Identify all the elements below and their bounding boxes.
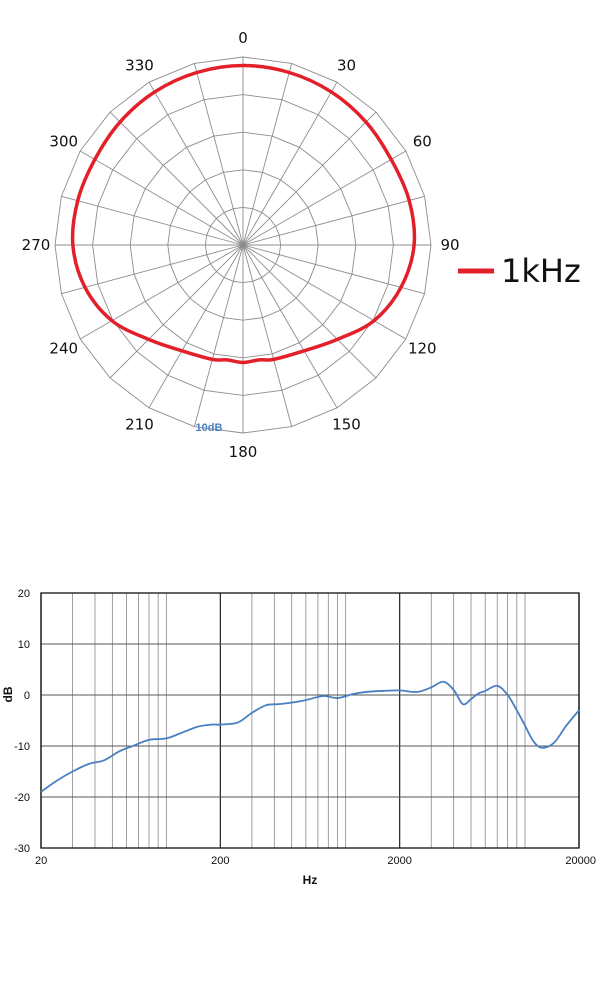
legend-label-1khz: 1kHz [501, 252, 581, 290]
polar-angle-label: 270 [22, 236, 51, 254]
polar-series-line-1khz [70, 63, 417, 365]
polar-angle-label: 30 [337, 57, 356, 75]
polar-angle-label: 180 [229, 443, 258, 461]
polar-angle-label: 90 [440, 236, 459, 254]
polar-spoke [242, 150, 407, 246]
polar-spoke [79, 244, 244, 340]
polar-angle-label: 330 [125, 57, 154, 75]
polar-series [70, 63, 417, 365]
polar-angle-label: 240 [49, 340, 78, 358]
polar-spoke [148, 244, 244, 409]
x-axis-title: Hz [303, 873, 318, 887]
polar-pattern-chart: 0 30 60 90 120 150 180 210 240 270 300 330 10dB 1kH… [22, 29, 581, 461]
polar-angle-label: 300 [49, 133, 78, 151]
x-tick-label: 2000 [387, 855, 411, 867]
y-tick-label: 0 [24, 690, 30, 702]
y-tick-label: 20 [18, 588, 30, 600]
polar-spoke [242, 244, 407, 340]
polar-scale-label: 10dB [196, 422, 223, 434]
polar-angle-label: 210 [125, 415, 154, 433]
polar-angle-label: 0 [238, 29, 248, 47]
polar-spoke [242, 244, 293, 427]
polar-spoke [109, 111, 244, 246]
polar-legend: 1kHz [458, 252, 581, 290]
polar-spoke [242, 111, 377, 246]
polar-angle-label: 120 [408, 340, 437, 358]
polar-spoke [148, 81, 244, 246]
y-tick-label: -30 [14, 843, 30, 855]
y-tick-label: -10 [14, 741, 30, 753]
x-tick-label: 20 [35, 855, 47, 867]
x-tick-label: 200 [211, 855, 229, 867]
polar-spoke [242, 63, 293, 246]
polar-spoke [242, 244, 338, 409]
polar-spoke [193, 244, 244, 427]
polar-angle-labels: 0 30 60 90 120 150 180 210 240 270 300 330 [22, 29, 460, 461]
polar-grid [54, 56, 432, 434]
frequency-series [40, 680, 580, 793]
polar-spoke [61, 195, 244, 246]
x-tick-label: 20000 [565, 855, 596, 867]
x-tick-labels: 20 200 2000 20000 [35, 855, 596, 867]
polar-angle-label: 150 [332, 415, 361, 433]
polar-spoke [242, 195, 425, 246]
y-tick-label: 10 [18, 639, 30, 651]
y-axis-title: dB [1, 686, 15, 702]
polar-spoke [193, 63, 244, 246]
frequency-response-line [40, 680, 580, 793]
y-tick-labels: 20 10 0 -10 -20 -30 [14, 588, 30, 855]
frequency-grid [40, 592, 580, 849]
frequency-response-chart: 20 10 0 -10 -20 -30 20 200 2000 20000 dB Hz [1, 588, 596, 887]
polar-spoke [79, 150, 244, 246]
polar-spoke [242, 244, 377, 379]
plot-frame [40, 592, 580, 849]
y-tick-label: -20 [14, 792, 30, 804]
polar-spoke [242, 244, 425, 295]
polar-spoke [242, 81, 338, 246]
polar-spoke [109, 244, 244, 379]
polar-spoke [61, 244, 244, 295]
polar-angle-label: 60 [413, 133, 432, 151]
